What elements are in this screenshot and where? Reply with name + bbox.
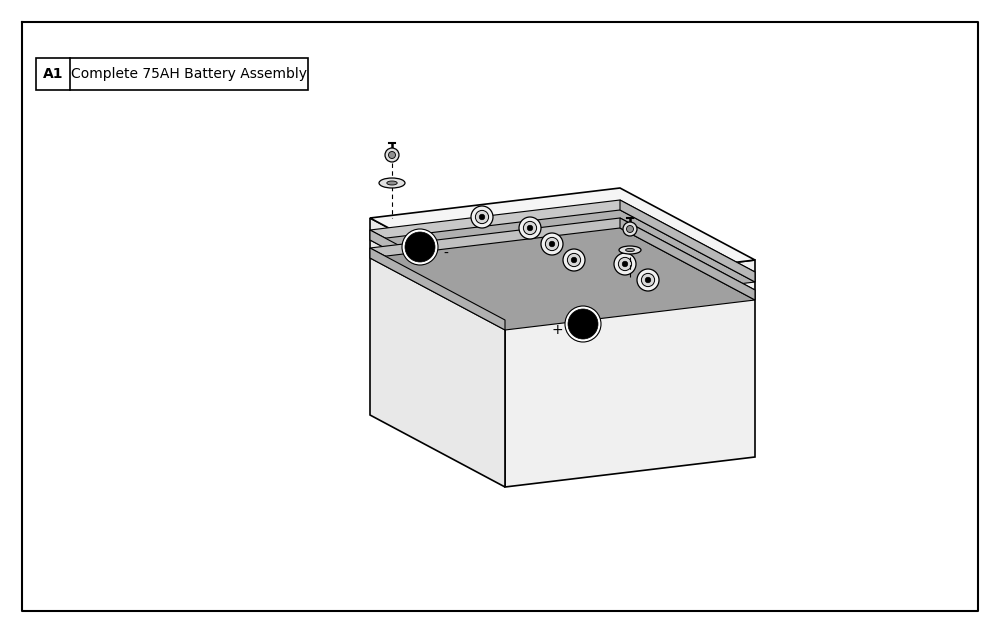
Circle shape (641, 273, 655, 287)
Ellipse shape (619, 246, 641, 254)
Circle shape (402, 229, 438, 265)
Circle shape (471, 206, 493, 228)
Circle shape (618, 258, 632, 270)
Polygon shape (620, 218, 755, 300)
Polygon shape (370, 218, 755, 320)
Circle shape (563, 249, 585, 271)
Circle shape (622, 261, 628, 266)
Circle shape (475, 210, 489, 223)
Polygon shape (505, 260, 755, 487)
Ellipse shape (379, 178, 405, 188)
Text: A1: A1 (43, 67, 63, 81)
Circle shape (388, 151, 396, 158)
Polygon shape (370, 248, 505, 330)
Text: -: - (444, 247, 448, 261)
Circle shape (541, 233, 563, 255)
Circle shape (623, 222, 637, 236)
Polygon shape (370, 218, 505, 487)
Circle shape (568, 309, 598, 339)
Circle shape (565, 306, 601, 342)
Circle shape (614, 253, 636, 275)
Circle shape (479, 214, 485, 220)
Circle shape (527, 225, 533, 231)
Circle shape (519, 217, 541, 239)
Circle shape (637, 269, 659, 291)
Text: Complete 75AH Battery Assembly: Complete 75AH Battery Assembly (71, 67, 307, 81)
Circle shape (405, 232, 435, 262)
Circle shape (549, 241, 555, 247)
Ellipse shape (387, 181, 397, 185)
Polygon shape (36, 58, 308, 90)
Text: +: + (551, 323, 563, 337)
Polygon shape (370, 188, 755, 290)
Ellipse shape (626, 248, 634, 251)
Polygon shape (370, 230, 505, 312)
Circle shape (385, 148, 399, 162)
Polygon shape (370, 228, 755, 330)
Circle shape (545, 237, 559, 251)
Circle shape (645, 277, 651, 283)
Polygon shape (620, 200, 755, 282)
Circle shape (567, 253, 581, 266)
Circle shape (626, 225, 634, 232)
Polygon shape (370, 210, 755, 312)
Polygon shape (370, 200, 755, 302)
Circle shape (523, 222, 537, 235)
Circle shape (571, 257, 577, 263)
